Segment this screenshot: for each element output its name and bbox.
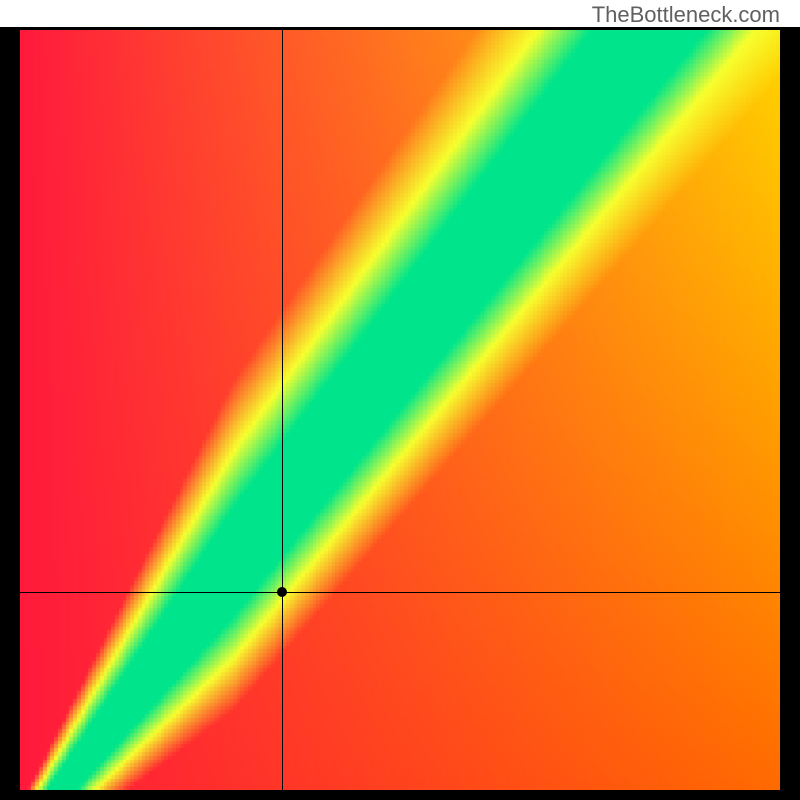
crosshair-marker	[277, 587, 287, 597]
crosshair-vertical	[282, 30, 283, 790]
watermark-text: TheBottleneck.com	[592, 2, 780, 28]
chart-container: TheBottleneck.com	[0, 0, 800, 800]
heatmap-canvas	[20, 30, 780, 790]
crosshair-horizontal	[20, 592, 780, 593]
